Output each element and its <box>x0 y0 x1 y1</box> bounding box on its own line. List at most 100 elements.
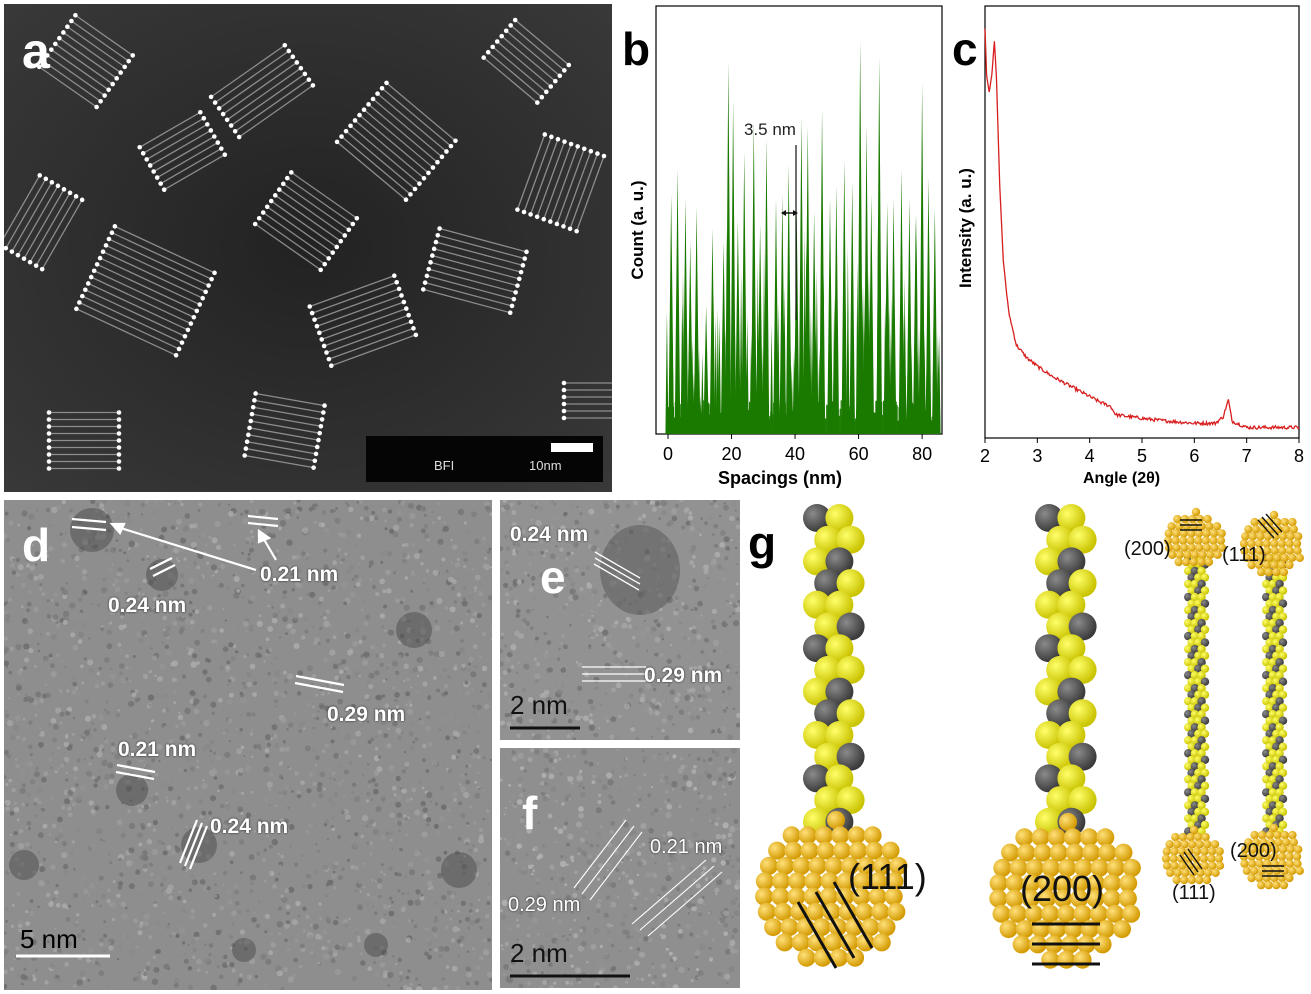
tem-noise-speck <box>532 956 536 960</box>
histogram-subpeak <box>787 338 791 434</box>
tem-noise-speck <box>534 640 539 645</box>
x-tick-label-c: 8 <box>1294 446 1304 466</box>
nanorod <box>75 14 134 56</box>
tem-noise-speck <box>519 818 525 824</box>
tem-noise-speck <box>111 563 114 566</box>
scalebar-label-e: 2 nm <box>510 690 568 720</box>
tem-noise-speck <box>142 633 145 637</box>
tem-noise-speck <box>232 894 237 899</box>
tem-noise-speck <box>514 630 520 637</box>
tem-noise-speck <box>96 828 103 835</box>
tem-noise-speck <box>28 744 33 750</box>
tem-noise-speck <box>117 944 124 950</box>
tem-noise-speck <box>659 779 664 783</box>
tem-noise-speck <box>27 573 34 580</box>
tem-noise-speck <box>391 848 394 851</box>
tem-noise-speck <box>314 764 317 767</box>
tem-noise-speck <box>727 692 731 696</box>
tem-noise-speck <box>239 714 242 717</box>
nanorod <box>163 154 226 191</box>
tem-noise-speck <box>279 818 285 824</box>
tem-noise-speck <box>187 966 193 971</box>
gold-atom <box>798 826 817 845</box>
tem-noise-speck <box>103 783 109 790</box>
tem-noise-speck <box>91 776 95 780</box>
nanorod-tip <box>553 78 558 84</box>
tem-noise-speck <box>351 975 358 982</box>
tem-noise-speck <box>348 760 353 765</box>
tem-noise-speck <box>93 783 98 788</box>
tem-noise-speck <box>526 794 532 799</box>
tem-noise-speck <box>31 939 37 945</box>
tem-noise-speck <box>177 714 184 720</box>
nanorod-tip <box>428 260 433 265</box>
gold-atom <box>847 826 866 845</box>
tem-noise-speck <box>374 880 378 883</box>
tem-noise-speck <box>526 678 531 683</box>
tem-noise-speck <box>34 677 38 680</box>
tem-noise-speck <box>729 853 732 856</box>
tem-noise-speck <box>360 654 364 658</box>
tem-noise-speck <box>609 829 614 835</box>
tem-noise-speck <box>154 792 159 796</box>
tem-noise-speck <box>510 644 517 651</box>
tem-noise-speck <box>663 699 666 703</box>
nanorod-tip <box>403 197 409 203</box>
histogram-peak <box>741 151 748 434</box>
tem-noise-speck <box>69 585 75 592</box>
tem-noise-speck <box>466 821 470 825</box>
tem-noise-speck <box>36 725 43 732</box>
tem-noise-speck <box>468 764 472 768</box>
tem-noise-speck <box>503 683 507 688</box>
nanorod <box>214 50 290 104</box>
nanorod <box>336 141 407 201</box>
tem-noise-speck <box>346 858 351 862</box>
tem-noise-speck <box>648 837 652 840</box>
tem-noise-speck <box>661 729 665 733</box>
tem-noise-speck <box>546 932 552 938</box>
tem-noise-speck <box>70 676 76 681</box>
tem-noise-speck <box>311 713 316 717</box>
tem-noise-speck <box>615 867 620 873</box>
tem-noise-speck <box>356 501 359 504</box>
tem-noise-speck <box>102 578 106 582</box>
tem-noise-speck <box>594 928 601 934</box>
tem-noise-speck <box>563 697 567 701</box>
tem-noise-speck <box>233 977 238 982</box>
tem-noise-speck <box>440 804 447 810</box>
tem-noise-speck <box>720 530 726 536</box>
tem-noise-speck <box>121 913 128 920</box>
tem-noise-speck <box>546 640 552 645</box>
tem-noise-speck <box>697 847 703 852</box>
tem-noise-speck <box>110 667 113 670</box>
tem-noise-speck <box>556 557 559 560</box>
tem-noise-speck <box>178 629 184 635</box>
tem-noise-speck <box>103 737 107 740</box>
tem-noise-speck <box>433 651 440 657</box>
tem-noise-speck <box>682 604 689 611</box>
tem-noise-speck <box>414 957 417 960</box>
tem-noise-speck <box>729 939 736 946</box>
tem-noise-speck <box>87 985 94 990</box>
tem-noise-speck <box>65 582 68 585</box>
nanorod-tip <box>208 94 214 100</box>
tem-noise-speck <box>355 931 358 935</box>
tem-noise-speck <box>586 582 590 585</box>
tem-noise-speck <box>130 861 134 865</box>
nanorod-tip <box>268 198 274 204</box>
histogram-subpeak <box>727 201 731 434</box>
nanorod-tip <box>399 293 404 298</box>
tem-noise-speck <box>711 749 715 754</box>
tem-noise-speck <box>114 828 119 833</box>
tem-noise-speck <box>471 951 477 956</box>
tem-noise-speck <box>508 784 511 787</box>
tem-noise-speck <box>355 720 360 724</box>
tem-noise-speck <box>651 704 657 710</box>
tem-noise-speck <box>618 714 622 719</box>
tem-noise-speck <box>690 608 693 612</box>
tem-noise-speck <box>682 635 687 641</box>
tem-noise-speck <box>102 500 107 504</box>
tem-noise-speck <box>157 771 164 777</box>
tem-noise-speck <box>457 776 460 779</box>
tem-noise-speck <box>595 807 602 814</box>
